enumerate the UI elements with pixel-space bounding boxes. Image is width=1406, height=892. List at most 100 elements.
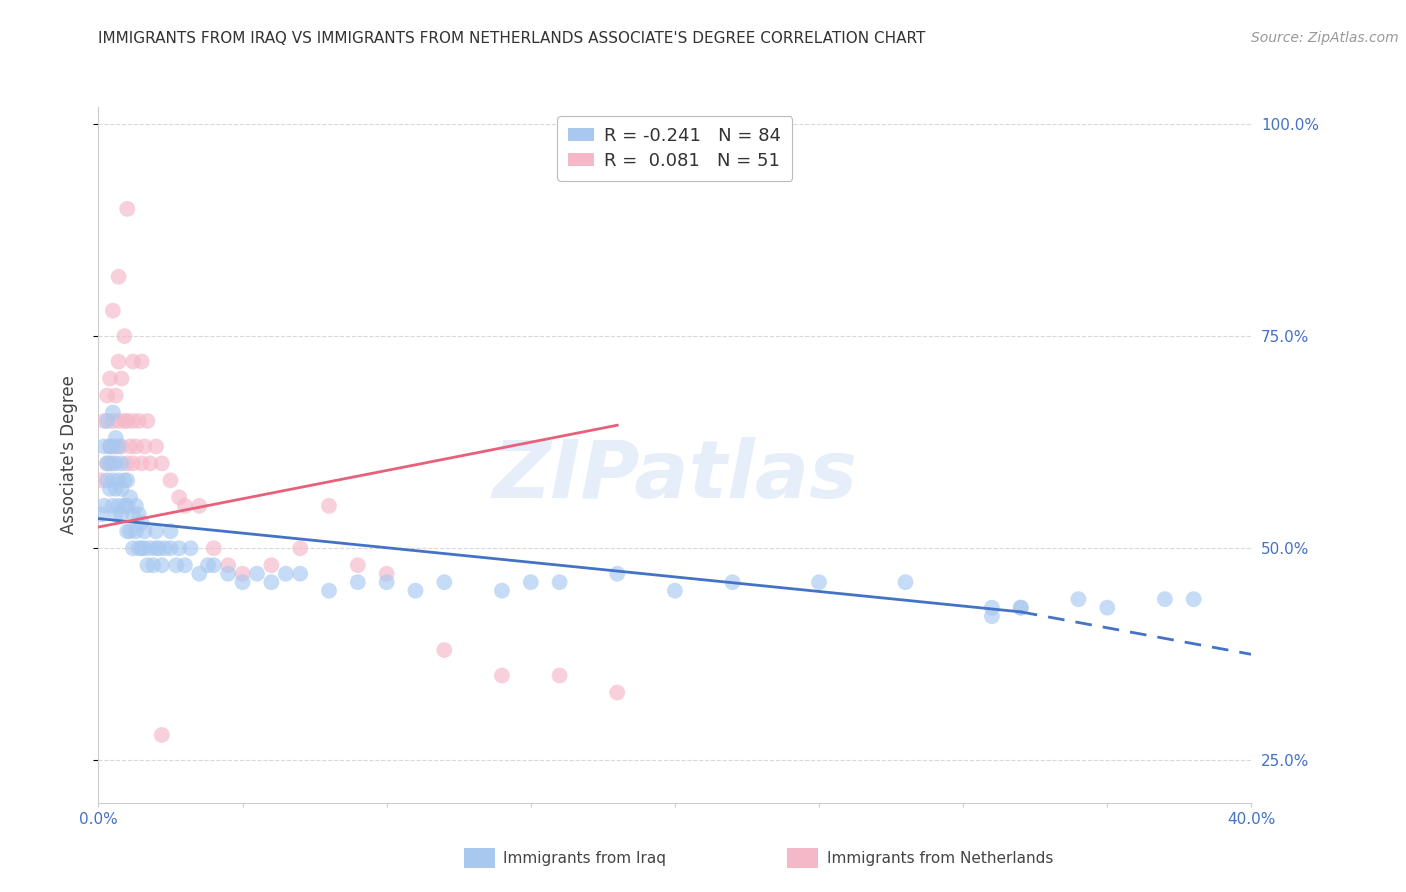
Point	[117, 499, 139, 513]
Point	[122, 354, 145, 368]
Point	[110, 439, 132, 453]
Point	[128, 541, 150, 556]
Point	[202, 558, 225, 573]
Point	[96, 474, 118, 488]
Point	[112, 499, 135, 513]
Point	[167, 541, 190, 556]
Point	[101, 439, 124, 453]
Point	[122, 541, 145, 556]
Point	[606, 566, 628, 581]
Point	[159, 474, 181, 488]
Point	[721, 575, 744, 590]
Point	[122, 457, 145, 471]
Point	[260, 558, 283, 573]
Point	[134, 541, 156, 556]
Point	[145, 541, 167, 556]
Point	[150, 558, 173, 573]
Point	[231, 575, 254, 590]
Point	[290, 566, 312, 581]
Point	[260, 575, 283, 590]
Point	[1010, 600, 1032, 615]
Point	[1010, 600, 1032, 615]
Point	[346, 558, 368, 573]
Point	[107, 499, 129, 513]
Point	[548, 575, 571, 590]
Point	[150, 457, 173, 471]
Point	[110, 457, 132, 471]
Point	[96, 457, 118, 471]
Point	[98, 482, 121, 496]
Point	[98, 371, 121, 385]
Point	[197, 558, 219, 573]
Point	[96, 414, 118, 428]
Point	[375, 566, 398, 581]
Point	[433, 575, 456, 590]
Point	[318, 499, 340, 513]
Point	[122, 508, 145, 522]
Point	[664, 583, 686, 598]
Point	[104, 482, 127, 496]
Point	[290, 541, 312, 556]
Point	[117, 457, 139, 471]
Text: Source: ZipAtlas.com: Source: ZipAtlas.com	[1251, 31, 1399, 45]
Point	[120, 439, 142, 453]
Point	[246, 566, 269, 581]
Point	[167, 491, 190, 505]
Point	[131, 354, 153, 368]
Point	[159, 524, 181, 539]
Point	[96, 388, 118, 402]
Point	[1067, 592, 1090, 607]
Point	[107, 439, 129, 453]
Text: Immigrants from Iraq: Immigrants from Iraq	[503, 851, 666, 865]
Point	[174, 558, 197, 573]
Text: IMMIGRANTS FROM IRAQ VS IMMIGRANTS FROM NETHERLANDS ASSOCIATE'S DEGREE CORRELATI: IMMIGRANTS FROM IRAQ VS IMMIGRANTS FROM …	[98, 31, 925, 46]
Point	[117, 474, 139, 488]
Point	[346, 575, 368, 590]
Point	[125, 499, 148, 513]
Point	[128, 508, 150, 522]
Point	[101, 405, 124, 419]
Point	[110, 508, 132, 522]
Point	[274, 566, 297, 581]
Point	[107, 474, 129, 488]
Legend: R = -0.241   N = 84, R =  0.081   N = 51: R = -0.241 N = 84, R = 0.081 N = 51	[558, 116, 792, 181]
Point	[112, 474, 135, 488]
Point	[131, 516, 153, 530]
Point	[433, 643, 456, 657]
Point	[131, 457, 153, 471]
Point	[180, 541, 202, 556]
Point	[90, 508, 112, 522]
Point	[104, 388, 127, 402]
Point	[807, 575, 830, 590]
Point	[125, 524, 148, 539]
Point	[93, 499, 115, 513]
Point	[174, 499, 197, 513]
Y-axis label: Associate's Degree: Associate's Degree	[59, 376, 77, 534]
Point	[145, 439, 167, 453]
Point	[165, 558, 187, 573]
Point	[139, 541, 162, 556]
Point	[148, 541, 170, 556]
Point	[145, 524, 167, 539]
Point	[134, 524, 156, 539]
Point	[98, 457, 121, 471]
Point	[112, 329, 135, 343]
Point	[131, 541, 153, 556]
Point	[128, 414, 150, 428]
Point	[110, 371, 132, 385]
Point	[188, 566, 211, 581]
Point	[1097, 600, 1119, 615]
Point	[98, 439, 121, 453]
Point	[139, 457, 162, 471]
Point	[93, 414, 115, 428]
Point	[104, 508, 127, 522]
Point	[142, 558, 165, 573]
Point	[125, 439, 148, 453]
Point	[981, 609, 1004, 624]
Point	[520, 575, 543, 590]
Point	[101, 303, 124, 318]
Point	[101, 414, 124, 428]
Point	[98, 439, 121, 453]
Point	[104, 431, 127, 445]
Point	[491, 668, 513, 682]
